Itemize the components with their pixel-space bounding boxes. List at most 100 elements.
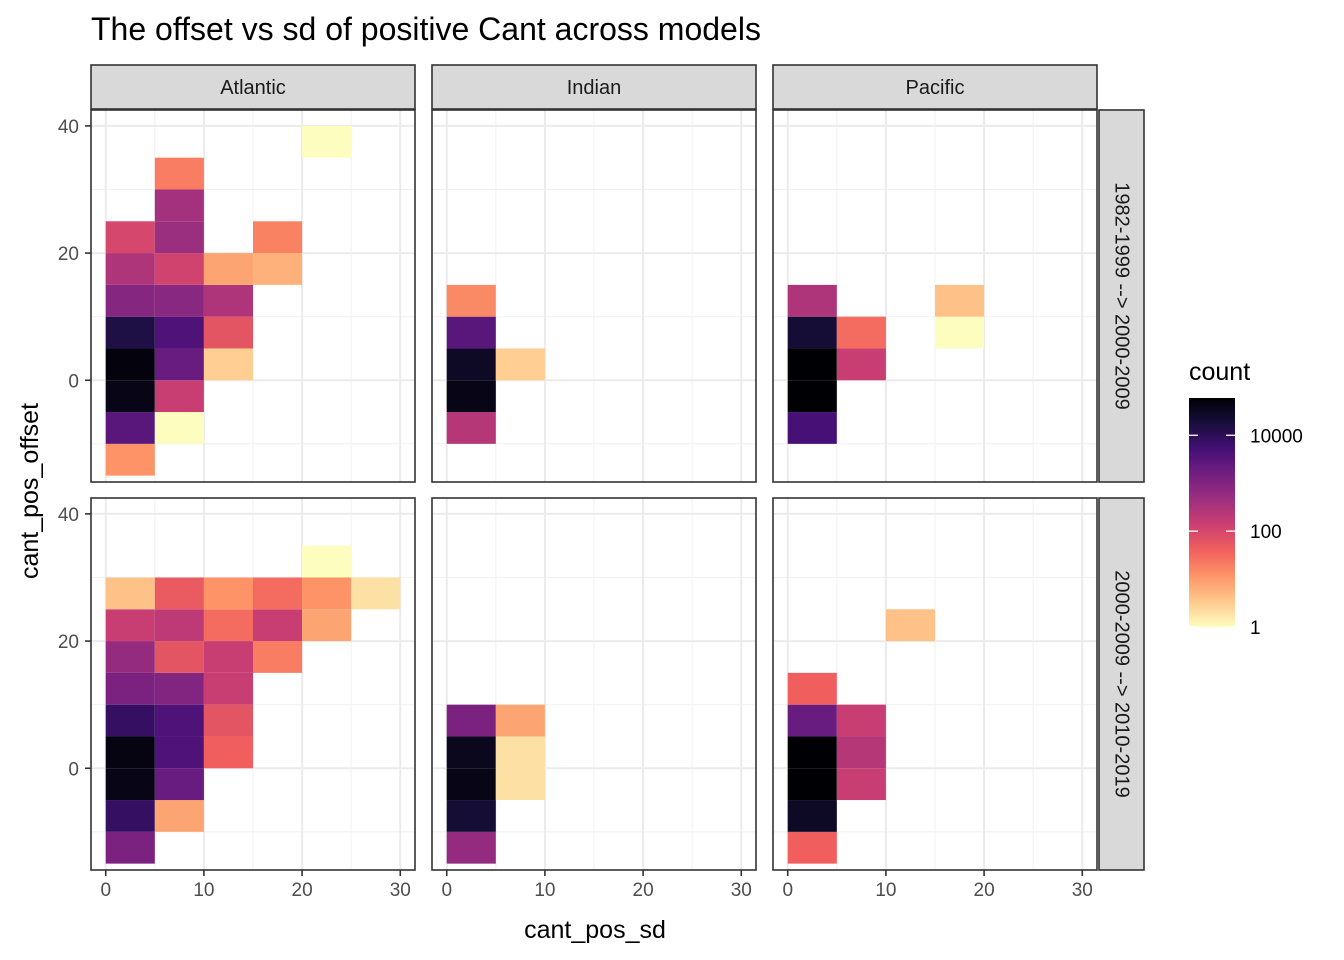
legend-tick-label: 10000: [1250, 426, 1303, 447]
x-tick-label: 30: [731, 880, 752, 901]
heatmap-cell: [203, 672, 253, 705]
legend-tick-label: 100: [1250, 522, 1282, 543]
heatmap-cell: [302, 609, 352, 642]
strip-background: [1098, 497, 1145, 871]
heatmap-cell: [154, 253, 204, 285]
panel-border: [772, 109, 1098, 483]
heatmap-cell: [446, 284, 496, 317]
legend-title: count: [1189, 358, 1250, 386]
heatmap-cell: [105, 831, 155, 864]
heatmap-cell: [154, 380, 204, 413]
heatmap-cell: [105, 284, 155, 317]
heatmap-cell: [885, 609, 935, 642]
heatmap-cell: [302, 545, 352, 578]
heatmap-cell: [105, 577, 155, 610]
panel-border: [772, 497, 1098, 871]
heatmap-cell: [203, 253, 253, 285]
strip-label: 1982-1999 --> 2000-2009: [1111, 182, 1133, 409]
heatmap-cell: [105, 641, 155, 673]
panel-indian-row1: [431, 109, 757, 483]
panel-grid: 0 20 40 0 10 20 30 0 20 40 0 10 20 30 0 10 20 30 Atlantic I…: [58, 64, 1145, 901]
strip-background: [772, 64, 1098, 110]
strip-background: [1098, 109, 1145, 483]
heatmap-cell: [105, 672, 155, 705]
heatmap-cell: [154, 348, 204, 381]
x-tick-label: 30: [390, 880, 411, 901]
heatmap-cell: [446, 348, 496, 381]
heatmap-cell: [495, 704, 545, 737]
heatmap-cell: [105, 736, 155, 769]
heatmap-cell: [302, 577, 352, 610]
heatmap-cell: [105, 800, 155, 832]
panel-pacific-row1: [772, 109, 1098, 483]
heatmap-cell: [154, 768, 204, 801]
heatmap-cell: [302, 125, 352, 158]
strip-label: Pacific: [906, 77, 965, 99]
heatmap-cell: [495, 736, 545, 769]
heatmap-cell: [154, 284, 204, 317]
strip-col-indian: Indian: [431, 64, 757, 110]
legend-colorbar: [1189, 398, 1235, 627]
heatmap-cell: [154, 641, 204, 673]
heatmap-cell: [787, 831, 837, 864]
heatmap-cell: [154, 736, 204, 769]
x-tick-label: 0: [782, 880, 793, 901]
heatmap-cell: [154, 704, 204, 737]
heatmap-cell: [105, 316, 155, 349]
y-tick-label: 20: [58, 632, 79, 653]
heatmap-cell: [203, 577, 253, 610]
heatmap-cell: [787, 284, 837, 317]
heatmap-cell: [836, 704, 886, 737]
y-tick-label: 40: [58, 505, 79, 526]
y-tick-label: 0: [68, 759, 79, 780]
heatmap-cell: [787, 768, 837, 801]
legend-tick-label: 1: [1250, 618, 1261, 639]
strip-col-atlantic: Atlantic: [90, 64, 416, 110]
heatmap-cell: [935, 316, 985, 349]
heatmap-cell: [154, 412, 204, 444]
heatmap-cell: [446, 316, 496, 349]
heatmap-cell: [351, 577, 401, 610]
heatmap-cell: [446, 800, 496, 832]
heatmap-cell: [495, 348, 545, 381]
y-tick-label: 20: [58, 244, 79, 265]
heatmap-cell: [154, 316, 204, 349]
panel-border: [431, 109, 757, 483]
panel-border: [90, 109, 416, 483]
heatmap-cell: [446, 704, 496, 737]
heatmap-cell: [154, 221, 204, 254]
heatmap-cell: [446, 380, 496, 413]
heatmap-cell: [203, 609, 253, 642]
panel-border: [431, 497, 757, 871]
y-tick-label: 0: [68, 371, 79, 392]
x-tick-label: 20: [292, 880, 313, 901]
panel-indian-row2: 0 10 20 30: [431, 497, 757, 901]
strip-row-1: 1982-1999 --> 2000-2009: [1098, 109, 1145, 483]
legend: count 1 100 10000: [1189, 358, 1303, 639]
x-tick-label: 10: [193, 880, 214, 901]
heatmap-cell: [105, 704, 155, 737]
heatmap-cell: [203, 704, 253, 737]
heatmap-cell: [203, 641, 253, 673]
panel-atlantic-row2: 0 10 20 30 0 20 40: [58, 497, 416, 901]
heatmap-cell: [154, 609, 204, 642]
strip-background: [431, 64, 757, 110]
x-tick-label: 20: [633, 880, 654, 901]
heatmap-cell: [836, 348, 886, 381]
heatmap-cell: [935, 284, 985, 317]
heatmap-cell: [787, 316, 837, 349]
strip-col-pacific: Pacific: [772, 64, 1098, 110]
x-tick-label: 10: [875, 880, 896, 901]
heatmap-cell: [203, 736, 253, 769]
heatmap-cell: [836, 736, 886, 769]
x-tick-label: 0: [100, 880, 111, 901]
heatmap-cell: [105, 609, 155, 642]
heatmap-cell: [787, 412, 837, 444]
heatmap-cell: [154, 157, 204, 190]
heatmap-cell: [105, 253, 155, 285]
x-axis-label: cant_pos_sd: [524, 916, 666, 944]
heatmap-cell: [105, 380, 155, 413]
heatmap-cell: [446, 768, 496, 801]
x-tick-label: 0: [441, 880, 452, 901]
heatmap-cell: [787, 800, 837, 832]
